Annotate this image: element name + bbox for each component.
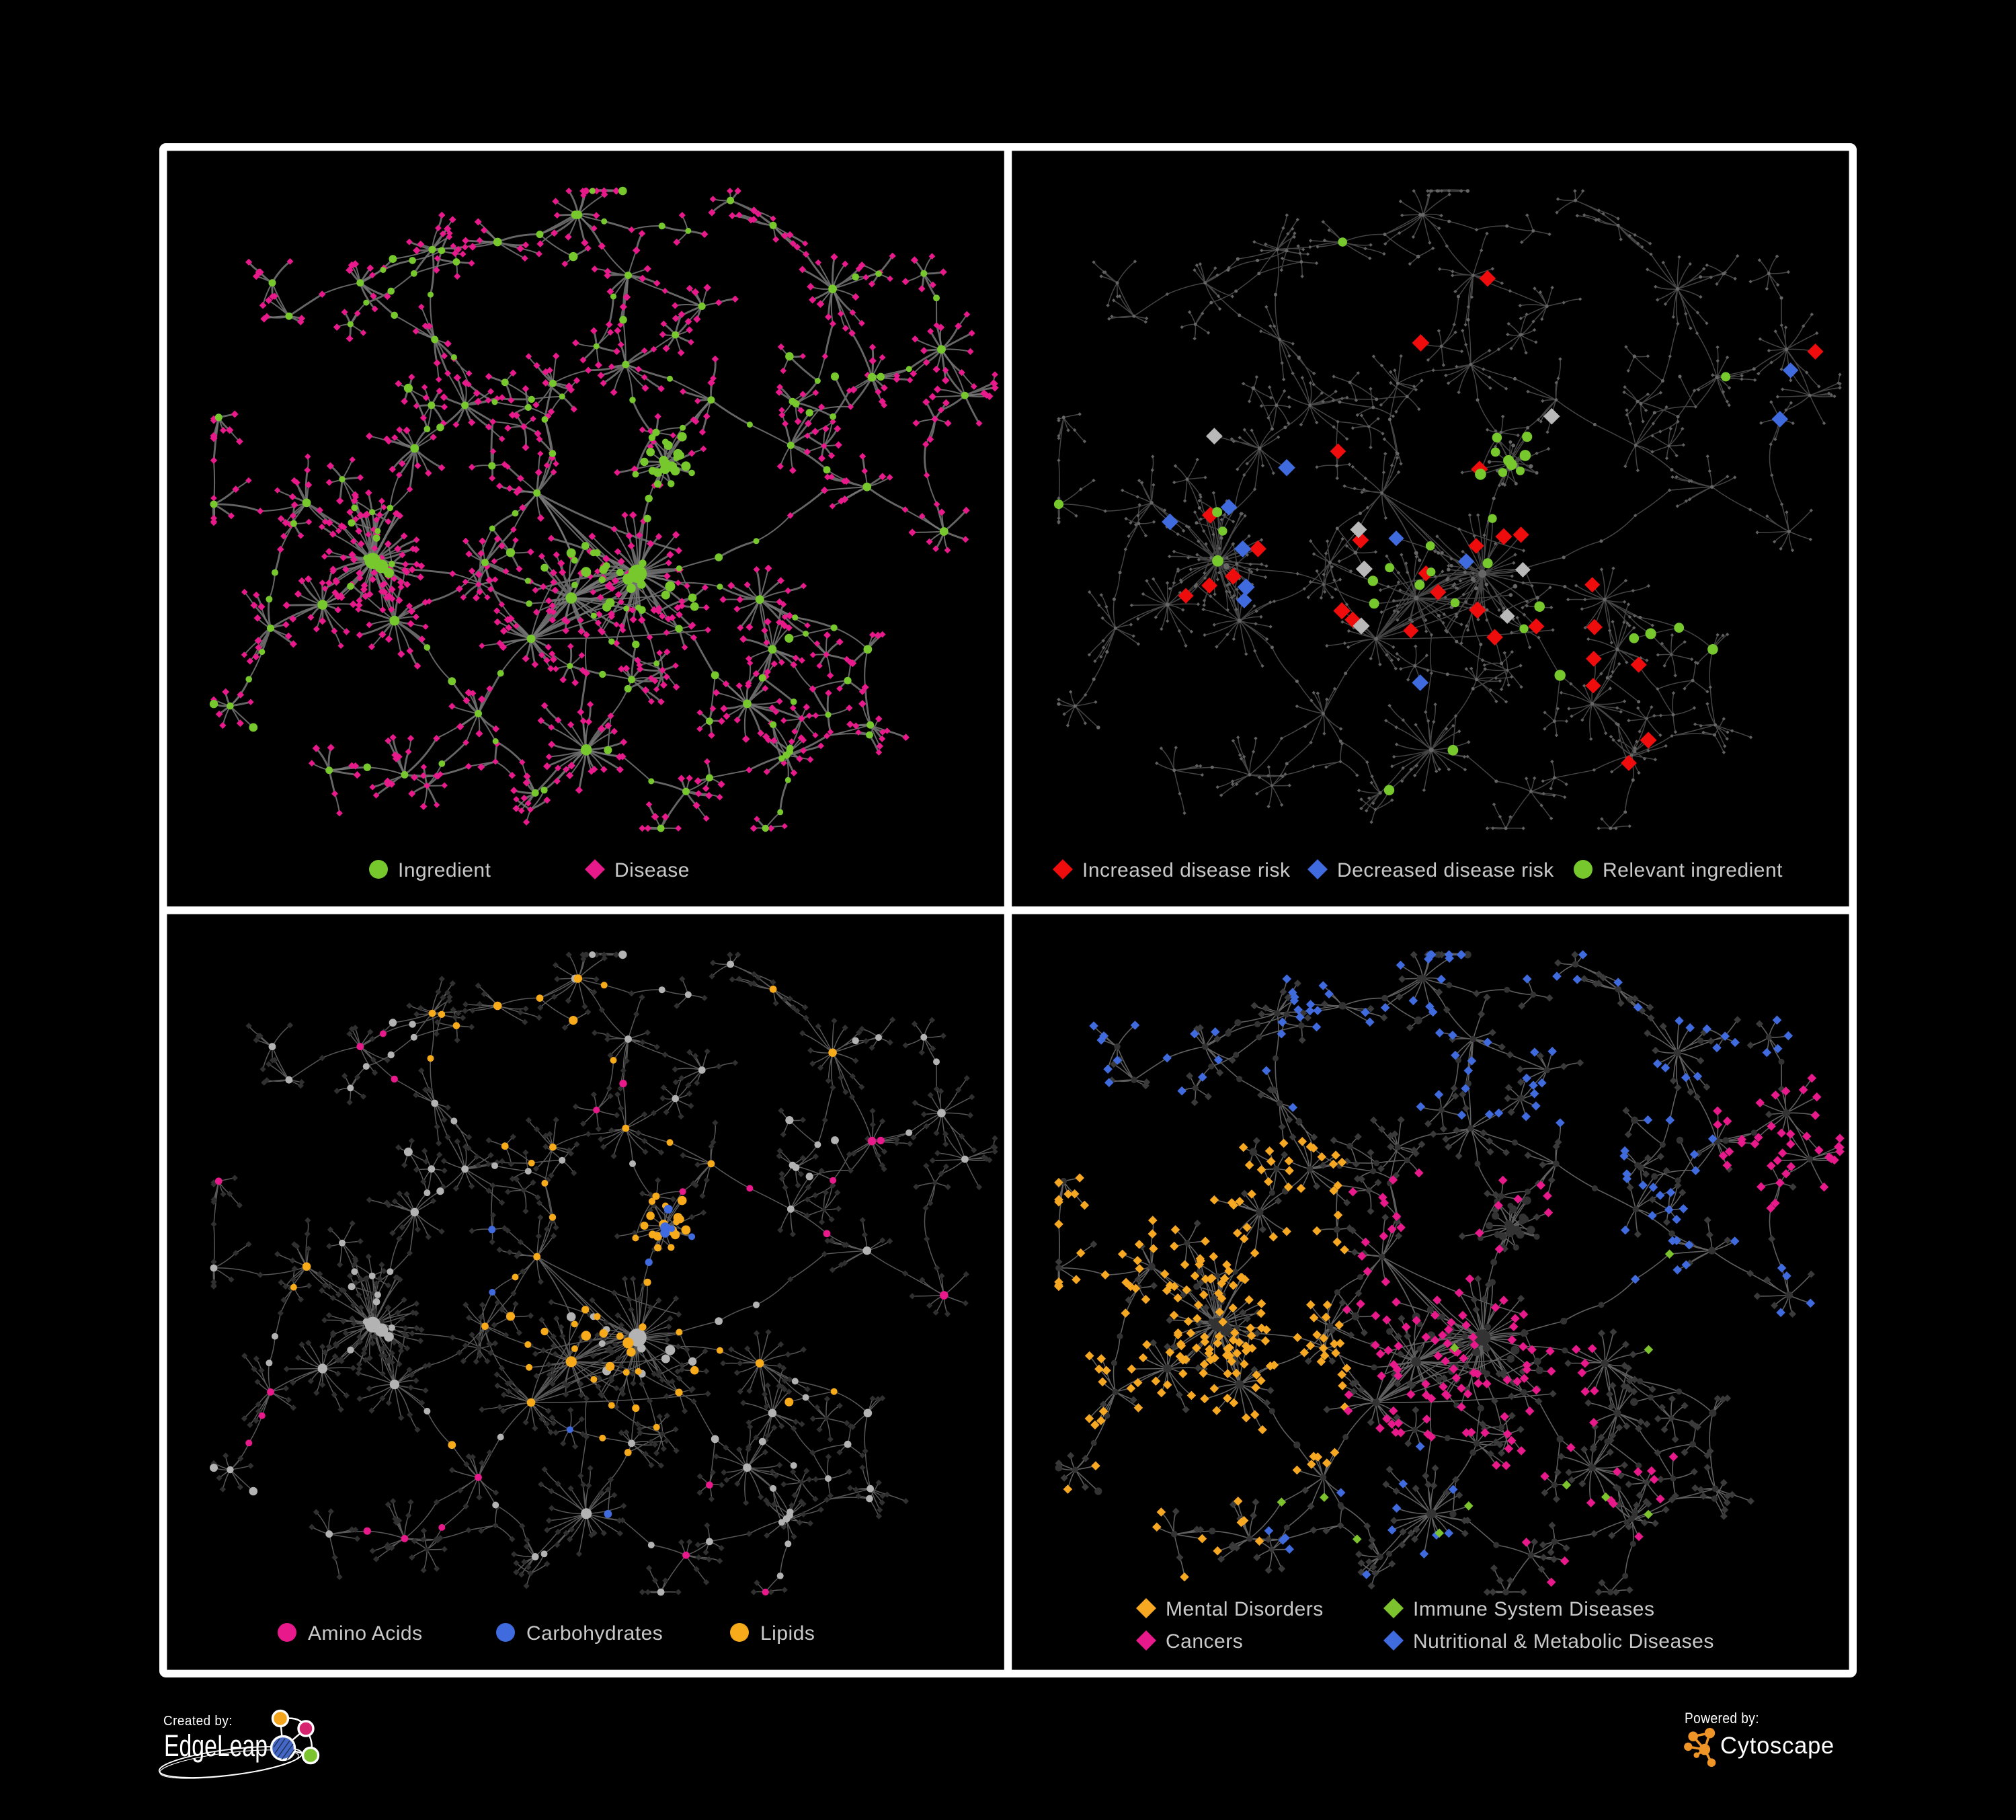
svg-text:Immune System Diseases: Immune System Diseases <box>1413 1598 1654 1620</box>
svg-text:Cancers: Cancers <box>1166 1630 1243 1653</box>
svg-text:EdgeLeap: EdgeLeap <box>164 1729 268 1763</box>
svg-text:Mental Disorders: Mental Disorders <box>1166 1598 1324 1620</box>
svg-text:Created by:: Created by: <box>163 1714 233 1729</box>
svg-text:Cytoscape: Cytoscape <box>1720 1733 1834 1759</box>
svg-text:Nutritional & Metabolic Diseas: Nutritional & Metabolic Diseases <box>1413 1630 1714 1653</box>
svg-text:Decreased disease risk: Decreased disease risk <box>1337 859 1554 881</box>
svg-text:Powered by:: Powered by: <box>1685 1710 1759 1727</box>
svg-text:Relevant ingredient: Relevant ingredient <box>1603 859 1783 881</box>
svg-text:Ingredient: Ingredient <box>398 859 491 881</box>
svg-text:Carbohydrates: Carbohydrates <box>526 1622 663 1645</box>
svg-text:Disease: Disease <box>614 859 690 881</box>
svg-text:Increased disease risk: Increased disease risk <box>1082 859 1291 881</box>
svg-text:Amino Acids: Amino Acids <box>308 1622 423 1645</box>
svg-text:Lipids: Lipids <box>760 1622 815 1645</box>
